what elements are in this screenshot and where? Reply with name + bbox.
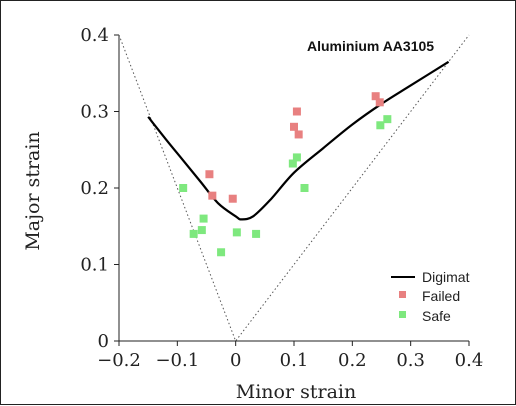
- x-tick-label: −0.1: [155, 350, 199, 371]
- safe-point: [199, 214, 208, 223]
- forming-limit-guide: [118, 34, 470, 343]
- y-tick-label: 0.4: [80, 25, 109, 46]
- failed-point: [208, 191, 217, 200]
- x-tick-label: 0: [230, 350, 241, 371]
- x-tick-label: 0.4: [455, 350, 484, 371]
- legend-marker-failed: [399, 291, 406, 298]
- failed-point: [205, 170, 214, 179]
- x-tick-label: 0.3: [396, 350, 425, 371]
- safe-point: [292, 153, 301, 162]
- y-tick-label: 0: [98, 331, 109, 352]
- safe-point: [383, 115, 392, 124]
- x-tick-label: 0.2: [338, 350, 367, 371]
- line-layer: [147, 60, 450, 221]
- y-tick-label: 0.1: [80, 255, 109, 276]
- digimat-curve: [147, 60, 450, 221]
- safe-point: [300, 184, 309, 192]
- y-tick-label: 0.2: [80, 178, 109, 199]
- guide-layer: [118, 34, 470, 343]
- failed-point: [228, 194, 237, 203]
- x-axis-label: Minor strain: [236, 381, 356, 403]
- legend-label-safe: Safe: [422, 308, 451, 324]
- safe-point: [179, 184, 188, 192]
- y-axis-label: Major strain: [22, 131, 44, 250]
- safe-point: [197, 226, 206, 235]
- safe-point: [217, 248, 226, 257]
- safe-point: [189, 229, 198, 238]
- x-tick-label: −0.2: [97, 350, 141, 371]
- point-layer: [179, 92, 392, 257]
- legend: Digimat Failed Safe: [391, 269, 470, 324]
- safe-point: [252, 229, 261, 238]
- x-tick-label: 0.1: [280, 350, 309, 371]
- legend-label-failed: Failed: [422, 288, 460, 304]
- safe-point: [376, 121, 385, 130]
- safe-point: [288, 159, 297, 168]
- axes: −0.2 −0.1 0 0.1 0.2 0.3 0.4 0 0.1 0.2 0.3 0.4: [80, 25, 483, 371]
- failed-point: [290, 122, 298, 131]
- failed-point: [375, 98, 384, 107]
- y-tick-label: 0.3: [80, 102, 109, 123]
- failed-point: [294, 130, 303, 139]
- failed-point: [292, 107, 301, 116]
- legend-label-digimat: Digimat: [422, 269, 470, 285]
- safe-point: [232, 228, 241, 237]
- failed-point: [371, 92, 380, 101]
- chart-title: Aluminium AA3105: [307, 38, 434, 54]
- legend-marker-safe: [399, 311, 406, 318]
